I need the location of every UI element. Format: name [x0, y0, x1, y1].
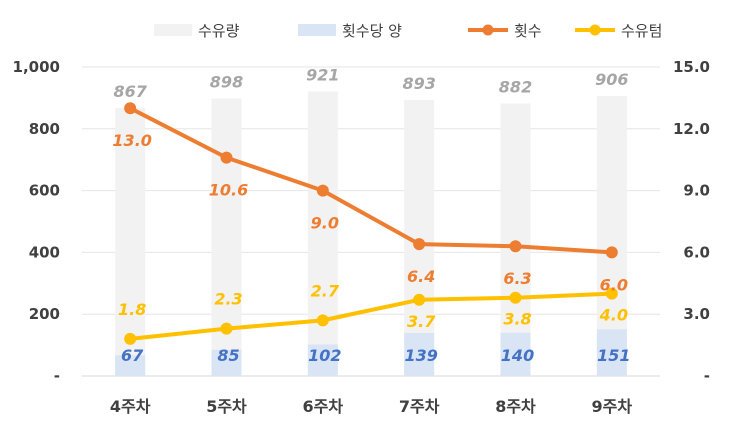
point-feed-interval: [413, 293, 426, 306]
data-label-feeding-amount: 882: [499, 77, 532, 96]
x-tick-label: 4주차: [110, 397, 151, 416]
y-left-tick-label: 600: [29, 182, 60, 200]
line-feed-interval: [128, 291, 614, 341]
y-right-tick-label: 9.0: [683, 182, 710, 200]
point-feed-count: [316, 184, 329, 197]
legend-marker: [482, 24, 494, 36]
y-left-tick-label: -: [54, 367, 60, 385]
point-feed-count: [509, 240, 522, 253]
x-tick-label: 7주차: [399, 397, 440, 416]
bar-amount-per-feed: [404, 333, 435, 376]
y-right-tick-label: 3.0: [683, 305, 710, 323]
bar-amount-per-feed: [596, 329, 627, 376]
data-label-feed-count: 13.0: [112, 131, 151, 150]
data-labels: 867 898 921 893 882 906 67 85 102 139 140 151 13.0 10…: [112, 65, 630, 365]
x-tick-label: 6주차: [303, 397, 344, 416]
data-label-amount-per-feed: 151: [597, 346, 630, 365]
data-label-feeding-amount: 906: [595, 70, 628, 89]
x-tick-label: 9주차: [592, 397, 633, 416]
y-left-tick-label: 400: [29, 243, 60, 261]
data-label-amount-per-feed: 67: [121, 346, 144, 365]
data-label-feed-interval: 4.0: [599, 306, 628, 325]
point-feed-count: [413, 238, 426, 251]
bar-amount-per-feed: [211, 349, 242, 376]
lines: [124, 102, 618, 345]
x-tick-label: 5주차: [206, 397, 247, 416]
data-label-feed-count: 10.6: [209, 181, 248, 200]
bar-feeding-amount: [115, 108, 146, 377]
bars: [115, 91, 627, 377]
data-label-feed-interval: 1.8: [118, 300, 146, 319]
y-left-tick-label: 1,000: [13, 58, 60, 76]
data-label-feed-interval: 2.7: [311, 281, 340, 300]
data-label-feed-count: 9.0: [311, 214, 339, 233]
y-right-tick-label: -: [704, 367, 710, 385]
point-feed-interval: [316, 314, 329, 327]
legend-label: 수유텀: [621, 22, 662, 40]
data-label-feed-interval: 3.7: [407, 312, 436, 331]
y-left-tick-label: 200: [29, 305, 60, 323]
data-label-feeding-amount: 921: [306, 65, 339, 84]
data-label-feeding-amount: 898: [210, 73, 243, 92]
y-right-tick-label: 15.0: [673, 58, 710, 76]
gridlines: [82, 66, 660, 315]
data-label-feed-interval: 2.3: [214, 290, 242, 309]
data-label-amount-per-feed: 85: [217, 346, 239, 365]
data-label-amount-per-feed: 139: [404, 346, 437, 365]
data-label-feed-interval: 3.8: [503, 310, 531, 329]
bar-amount-per-feed: [500, 332, 531, 376]
point-feed-interval: [124, 332, 137, 345]
point-feed-count: [605, 246, 618, 259]
data-label-feed-count: 6.0: [600, 275, 628, 294]
legend-label: 횟수: [514, 22, 542, 40]
y-right-tick-label: 6.0: [683, 243, 710, 261]
data-label-feeding-amount: 867: [113, 82, 147, 101]
legend-label: 수유량: [198, 22, 240, 40]
point-feed-interval: [605, 287, 618, 300]
legend-label: 횟수당 양: [342, 22, 402, 40]
point-feed-count: [220, 151, 233, 164]
axes: - 200 400 600 800 1,000 - 3.0 6.0 9.0 12.0 15.0 4주차 5…: [13, 58, 710, 416]
data-label-amount-per-feed: 102: [308, 346, 341, 365]
x-tick-label: 8주차: [495, 397, 536, 416]
bar-feeding-amount: [500, 103, 531, 376]
point-feed-interval: [509, 291, 522, 304]
y-right-tick-label: 12.0: [673, 120, 710, 138]
data-label-feed-count: 6.3: [503, 269, 531, 288]
legend: 수유량 횟수당 양 횟수 수유텀: [154, 22, 662, 40]
point-feed-count: [124, 102, 137, 115]
bar-amount-per-feed: [307, 344, 338, 376]
legend-swatch: [298, 24, 336, 36]
legend-marker: [589, 24, 601, 36]
data-label-amount-per-feed: 140: [501, 346, 534, 365]
bar-amount-per-feed: [115, 355, 146, 376]
data-label-feed-count: 6.4: [407, 267, 435, 286]
bar-feeding-amount: [307, 91, 338, 376]
point-feed-interval: [220, 322, 233, 335]
data-label-feeding-amount: 893: [402, 74, 435, 93]
legend-swatch: [154, 24, 192, 36]
y-left-tick-label: 800: [29, 120, 60, 138]
line-feed-count: [128, 106, 614, 255]
